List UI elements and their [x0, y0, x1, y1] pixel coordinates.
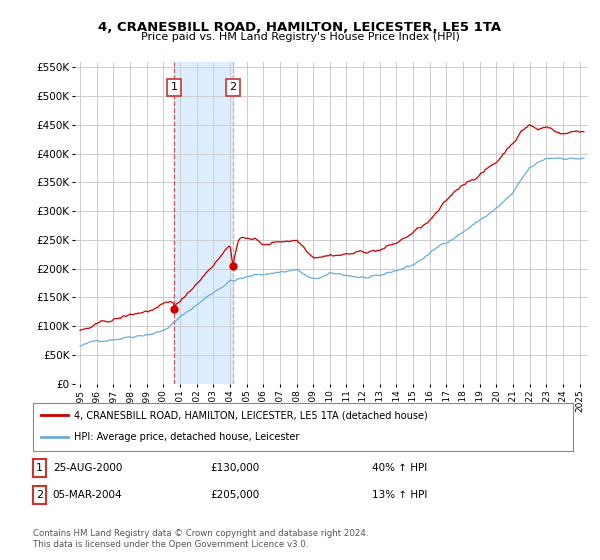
Text: 25-AUG-2000: 25-AUG-2000: [53, 463, 122, 473]
Text: £130,000: £130,000: [210, 463, 259, 473]
Text: 40% ↑ HPI: 40% ↑ HPI: [372, 463, 427, 473]
Bar: [174, 62, 233, 384]
Text: 1: 1: [36, 463, 43, 473]
Text: 2: 2: [229, 82, 236, 92]
Text: £205,000: £205,000: [210, 490, 259, 500]
Text: 05-MAR-2004: 05-MAR-2004: [53, 490, 122, 500]
Text: HPI: Average price, detached house, Leicester: HPI: Average price, detached house, Leic…: [74, 432, 299, 442]
Text: 13% ↑ HPI: 13% ↑ HPI: [372, 490, 427, 500]
Text: Contains HM Land Registry data © Crown copyright and database right 2024.
This d: Contains HM Land Registry data © Crown c…: [33, 529, 368, 549]
Text: 2: 2: [36, 490, 43, 500]
Text: 4, CRANESBILL ROAD, HAMILTON, LEICESTER, LE5 1TA (detached house): 4, CRANESBILL ROAD, HAMILTON, LEICESTER,…: [74, 410, 427, 420]
Text: 1: 1: [170, 82, 178, 92]
Text: Price paid vs. HM Land Registry's House Price Index (HPI): Price paid vs. HM Land Registry's House …: [140, 32, 460, 42]
Text: 4, CRANESBILL ROAD, HAMILTON, LEICESTER, LE5 1TA: 4, CRANESBILL ROAD, HAMILTON, LEICESTER,…: [98, 21, 502, 34]
